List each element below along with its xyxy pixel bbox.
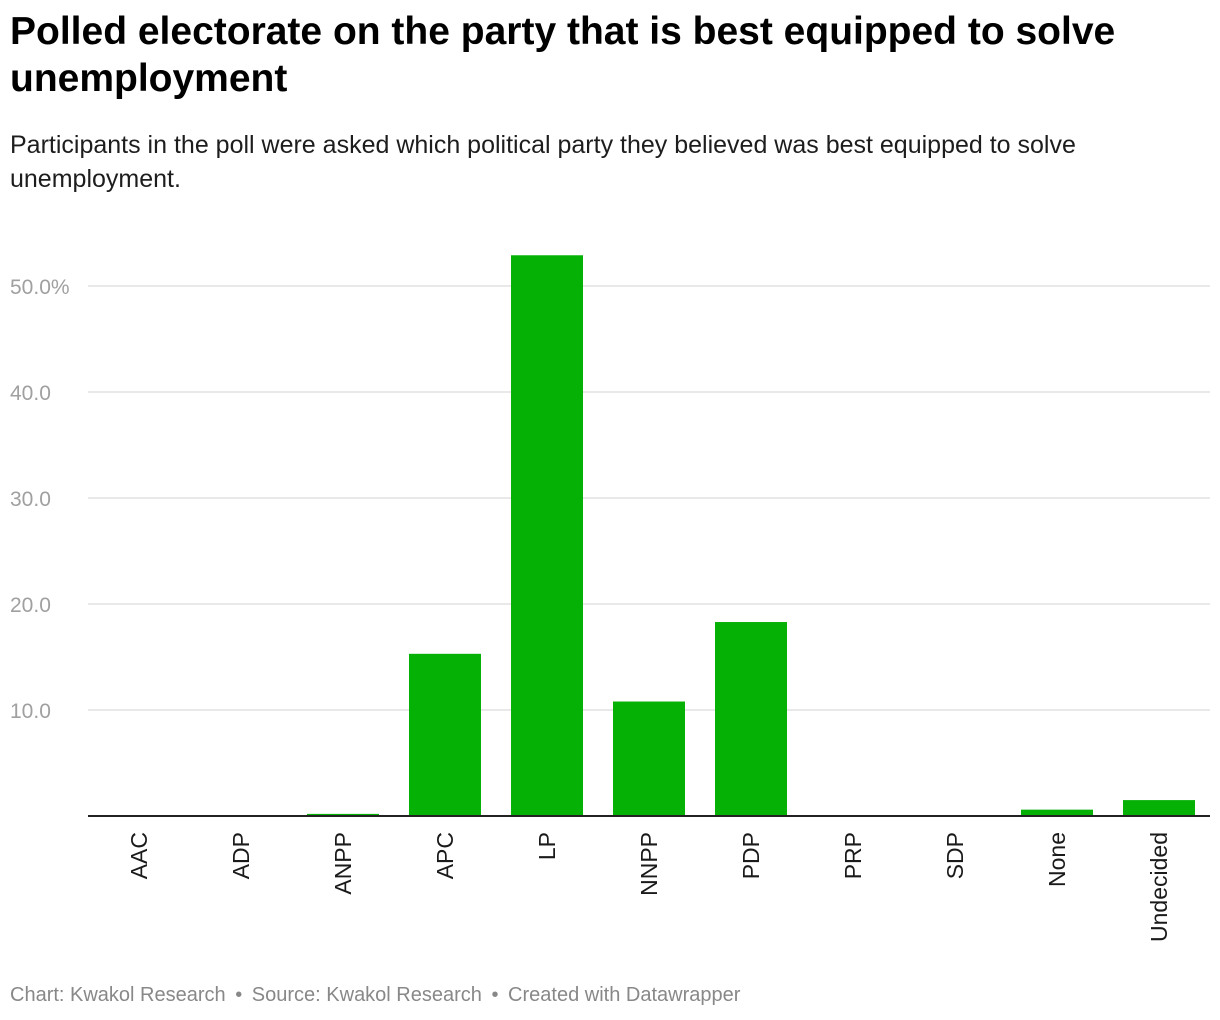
x-category-label: None [1044, 832, 1070, 887]
x-category-label: SDP [942, 832, 968, 879]
x-category-label: Undecided [1146, 832, 1172, 942]
bar-pdp [715, 622, 787, 816]
chart-credit: Chart: Kwakol Research [10, 984, 226, 1006]
x-category-label: APC [432, 832, 458, 879]
bars [307, 255, 1195, 816]
bar-anpp [307, 813, 379, 816]
axes: AAC ADP ANPP APC LP NNPP PDP PRP SDP None Undecide… [88, 815, 1210, 942]
source-credit: Source: Kwakol Research [251, 984, 482, 1006]
footer-separator: • [491, 984, 499, 1006]
y-tick-label: 40.0 [10, 382, 51, 405]
x-category-label: PRP [840, 832, 866, 879]
x-category-label: NNPP [636, 832, 662, 896]
x-category-label: ADP [228, 832, 254, 879]
bar-chart: 10.0 20.0 30.0 40.0 50.0% AAC ADP ANPP APC LP NNP… [10, 255, 1210, 942]
created-with-credit: Created with Datawrapper [508, 984, 741, 1006]
bar-nnpp [613, 701, 685, 816]
bar-apc [409, 653, 481, 816]
bar-undecided [1123, 800, 1195, 816]
x-category-label: AAC [126, 832, 152, 879]
gridlines: 10.0 20.0 30.0 40.0 50.0% [10, 276, 1210, 723]
bar-lp [511, 255, 583, 816]
x-category-label: ANPP [330, 832, 356, 895]
y-tick-label: 30.0 [10, 488, 51, 511]
y-tick-label: 50.0% [10, 276, 70, 299]
footer-separator: • [235, 984, 243, 1006]
chart-title: Polled electorate on the party that is b… [10, 10, 1116, 100]
x-category-label: PDP [738, 832, 764, 879]
chart-footer: Chart: Kwakol Research • Source: Kwakol … [10, 984, 740, 1007]
chart-subtitle: Participants in the poll were asked whic… [10, 131, 1076, 193]
x-category-label: LP [534, 832, 560, 860]
y-tick-label: 10.0 [10, 700, 51, 723]
y-tick-label: 20.0 [10, 594, 51, 617]
bar-none [1021, 809, 1093, 816]
